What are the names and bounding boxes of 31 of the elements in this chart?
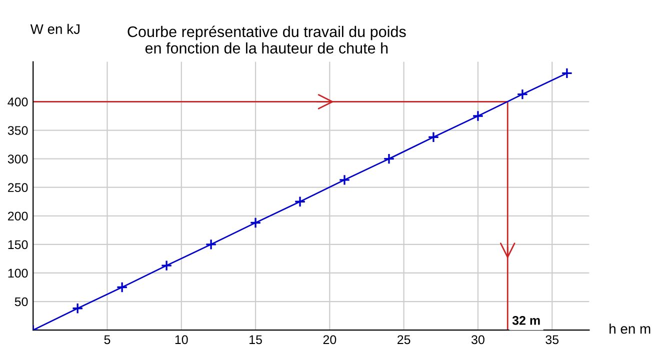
y-tick-label: 150 [8, 240, 28, 250]
x-tick-label: 10 [175, 335, 188, 344]
y-tick-label: 400 [8, 98, 28, 106]
y-axis-title: W en kJ [30, 24, 80, 34]
point [160, 260, 172, 272]
point [116, 282, 128, 293]
point [561, 67, 573, 79]
x-tick-label: 20 [323, 335, 336, 344]
x-tick-label: 15 [250, 335, 262, 344]
point [72, 302, 84, 314]
y-tick-label: 100 [8, 268, 28, 278]
point [472, 110, 484, 122]
point [428, 131, 440, 143]
x-axis-title: h en m [610, 324, 650, 334]
x-tick-label: 5 [104, 335, 110, 344]
y-tick-label: 350 [8, 126, 28, 135]
y-tick-label: 300 [8, 154, 28, 164]
point [383, 153, 395, 165]
y-tick-label: 250 [8, 183, 28, 192]
point [250, 217, 262, 228]
point [294, 196, 306, 208]
x-tick-label: 25 [398, 335, 410, 344]
chart-title: Courbe représentative du travail du poids en fonction de la hauteur de chute h [128, 26, 406, 54]
y-tick-label: 200 [8, 212, 28, 221]
x-tick-label: 30 [471, 335, 484, 344]
y-tick-label: 50 [14, 297, 28, 306]
point [338, 174, 350, 186]
point [516, 88, 528, 100]
ref-line-label: 32 m [512, 316, 540, 325]
point [205, 238, 217, 250]
x-tick-label: 35 [546, 335, 559, 344]
